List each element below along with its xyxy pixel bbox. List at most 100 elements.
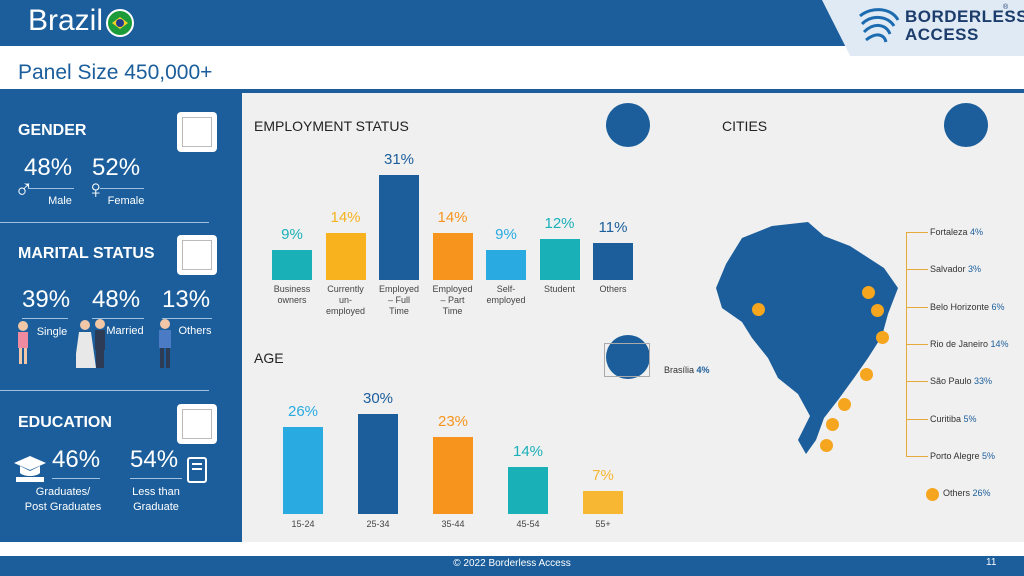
age-category: 35-44 <box>441 519 465 529</box>
city-dot <box>862 286 875 299</box>
graduates-label: Graduates/Post Graduates <box>24 486 102 513</box>
employment-category: Business owners <box>273 284 311 305</box>
employment-title: EMPLOYMENT STATUS <box>254 118 409 134</box>
age-bar <box>433 437 473 514</box>
male-icon: ♂ <box>14 174 34 204</box>
employment-bar <box>272 249 312 280</box>
age-category: 45-54 <box>516 519 540 529</box>
employment-bar <box>593 242 633 280</box>
employment-category: Self-employed <box>486 284 526 305</box>
footer-bar <box>0 556 1024 576</box>
cities-title: CITIES <box>722 118 768 134</box>
marital-title: MARITAL STATUS <box>18 245 155 262</box>
section-divider <box>0 222 209 223</box>
leader-line <box>906 232 907 456</box>
brasilia-label-box <box>604 343 650 377</box>
man-icon <box>159 319 171 368</box>
logo-text: BORDERLESS ACCESS <box>905 7 1024 44</box>
leader-line <box>906 344 928 345</box>
employment-bar <box>325 232 366 280</box>
single-label: Single <box>36 326 68 338</box>
employment-bar-label: 9% <box>495 225 517 243</box>
age-bar-label: 7% <box>592 466 614 484</box>
female-icon: ♀ <box>86 174 106 204</box>
gender-thumbnail <box>177 112 217 152</box>
city-dot <box>752 303 765 316</box>
age-category: 55+ <box>595 519 611 529</box>
age-bar-label: 23% <box>437 413 469 431</box>
gender-underline <box>28 188 74 189</box>
employment-bar-label: 14% <box>330 208 361 226</box>
male-percent: 48% <box>24 154 73 181</box>
page-number: 11 <box>986 557 997 568</box>
borderless-logo-icon <box>859 8 900 43</box>
leader-line <box>906 269 928 270</box>
age-bar <box>583 490 623 514</box>
employment-category: Others <box>599 284 627 294</box>
age-bar-label: 30% <box>362 390 394 407</box>
female-percent: 52% <box>92 154 141 181</box>
section-divider <box>0 390 209 391</box>
age-bar <box>283 427 323 514</box>
employment-bar <box>539 239 580 280</box>
others-dot <box>926 488 939 501</box>
country-title: Brazil <box>28 4 104 37</box>
book-icon <box>187 457 207 483</box>
city-label: Belo Horizonte 6% <box>930 302 1005 312</box>
married-couple-icon <box>76 319 105 368</box>
less-than-graduate-percent: 54% <box>130 446 179 473</box>
city-dot <box>871 304 884 317</box>
header-divider <box>0 89 1024 93</box>
employment-bar-label: 9% <box>281 225 303 243</box>
city-label: São Paulo 33% <box>930 376 993 386</box>
employment-bar <box>486 249 526 280</box>
female-label: Female <box>107 195 145 207</box>
logo-panel <box>822 0 1024 56</box>
marital-underline <box>162 318 212 319</box>
marital-underline <box>22 318 68 319</box>
age-bar-label: 26% <box>287 403 319 421</box>
age-bar-label: 14% <box>512 443 544 461</box>
graduates-percent: 46% <box>52 446 101 473</box>
age-category: 25-34 <box>366 519 390 529</box>
single-percent: 39% <box>22 286 71 313</box>
education-underline <box>52 478 100 479</box>
others-label: Others <box>178 325 212 337</box>
leader-line <box>906 307 928 308</box>
less-than-graduate-label: Less than Graduate <box>132 486 180 513</box>
others-percent: 13% <box>162 286 211 313</box>
city-label: Salvador 3% <box>930 264 982 274</box>
city-dot <box>860 368 873 381</box>
logo-registered-mark: ® <box>1003 4 1009 11</box>
city-dot <box>876 331 889 344</box>
leader-line <box>906 456 928 457</box>
marital-thumbnail <box>177 235 217 275</box>
education-thumbnail <box>177 404 217 444</box>
leader-line <box>906 232 928 233</box>
employment-bar <box>379 175 419 280</box>
city-dot <box>820 439 833 452</box>
city-label: Fortaleza 4% <box>930 227 984 237</box>
employment-bar-label: 12% <box>544 215 575 233</box>
male-label: Male <box>48 195 72 207</box>
gender-underline <box>100 188 144 189</box>
panel-size-heading: Panel Size 450,000+ <box>18 61 213 84</box>
age-title: AGE <box>254 350 284 366</box>
employment-category: Employed – Part Time <box>432 284 473 316</box>
age-badge-icon <box>606 335 650 379</box>
brazil-map <box>716 222 898 454</box>
education-title: EDUCATION <box>18 414 112 431</box>
age-bar <box>508 467 548 514</box>
city-label: Curitiba 5% <box>930 414 977 424</box>
employment-category: Currently un-employed <box>325 284 366 316</box>
single-woman-icon <box>18 321 28 364</box>
brazil-flag-icon <box>106 9 134 37</box>
brasilia-label: Brasília 4% <box>664 365 710 375</box>
graduation-cap-icon <box>14 456 46 482</box>
copyright: © 2022 Borderless Access <box>453 558 571 569</box>
age-bar <box>358 414 398 514</box>
employment-bar-label: 31% <box>383 151 415 168</box>
marital-underline <box>92 318 144 319</box>
cities-badge-icon <box>944 103 988 147</box>
leader-line <box>906 381 928 382</box>
